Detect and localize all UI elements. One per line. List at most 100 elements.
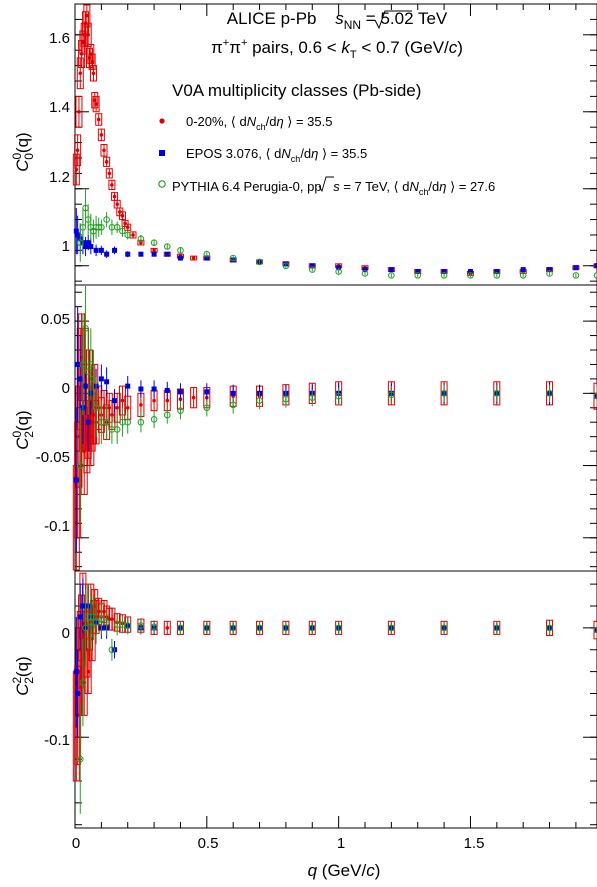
data-point <box>85 13 89 18</box>
data-point <box>73 228 79 234</box>
syst-box <box>103 156 111 167</box>
p0-ytick-label-2: 1.4 <box>49 99 70 116</box>
data-point <box>79 679 87 686</box>
data-point <box>96 117 101 122</box>
data-point <box>177 247 184 254</box>
data-point <box>125 405 130 410</box>
data-point <box>115 405 119 410</box>
syst-box <box>83 4 91 28</box>
data-point <box>125 383 131 389</box>
data-point <box>282 624 290 632</box>
data-point <box>137 418 145 426</box>
data-point <box>191 256 196 260</box>
sqrt-sign-legend <box>318 176 334 193</box>
data-point <box>547 267 553 273</box>
data-point <box>546 270 553 277</box>
data-point <box>75 232 81 238</box>
data-point <box>282 262 290 270</box>
syst-box <box>95 113 103 126</box>
data-point <box>467 272 474 279</box>
legend-entry-pythia: PYTHIA 6.4 Perugia-0, pp s = 7 TeV, ⟨ dN… <box>172 179 495 197</box>
syst-box <box>129 231 137 239</box>
data-point <box>98 223 105 231</box>
data-point <box>204 255 210 261</box>
data-point <box>75 148 80 153</box>
data-point <box>308 394 316 401</box>
data-point <box>88 244 94 250</box>
syst-box <box>89 65 97 82</box>
syst-box <box>75 95 83 128</box>
syst-box <box>97 128 105 142</box>
data-point <box>256 397 263 404</box>
data-point <box>85 240 91 246</box>
data-point <box>102 148 106 153</box>
data-point <box>73 669 79 675</box>
data-point <box>177 624 184 632</box>
data-point <box>256 258 263 266</box>
data-point <box>362 267 368 273</box>
legend-entry-epos: EPOS 3.076, ⟨ dNch/dη ⟩ = 35.5 <box>186 146 367 164</box>
data-point <box>152 248 156 253</box>
p1-ytick-label-1: -0.05 <box>36 449 70 466</box>
data-point <box>77 614 83 620</box>
data-point <box>151 251 157 257</box>
syst-box <box>108 607 116 631</box>
data-point <box>112 247 118 253</box>
data-point <box>151 386 157 392</box>
syst-box <box>92 95 100 113</box>
panel-2-marks <box>72 572 597 814</box>
data-point <box>124 418 132 426</box>
syst-box <box>78 313 86 402</box>
syst-box <box>190 387 198 409</box>
xtick-label-3: 1.5 <box>464 835 485 852</box>
data-point <box>86 32 90 37</box>
data-point <box>572 272 580 279</box>
data-point <box>93 247 99 253</box>
data-point <box>110 183 114 187</box>
data-point <box>119 227 126 235</box>
data-point <box>573 265 579 271</box>
data-point <box>90 59 94 64</box>
data-point <box>77 376 83 382</box>
data-point <box>113 223 121 231</box>
panel-0-ylabel: C00(q) <box>10 132 36 171</box>
data-point <box>415 269 421 275</box>
data-point <box>112 398 118 404</box>
data-point <box>108 646 116 654</box>
data-point <box>76 755 84 763</box>
data-point <box>98 247 104 253</box>
xtick-label-0: 0 <box>72 835 80 852</box>
legend-entry-data: 0-20%, ⟨ dNch/dη ⟩ = 35.5 <box>186 114 333 132</box>
data-point <box>150 239 158 246</box>
syst-box <box>190 255 198 261</box>
syst-box <box>88 53 96 70</box>
data-point <box>92 404 100 412</box>
data-point <box>177 407 184 414</box>
legend-title: V0A multiplicity classes (Pb-side) <box>172 81 421 100</box>
data-point <box>256 624 263 632</box>
data-point <box>112 194 117 199</box>
data-point <box>83 383 89 389</box>
data-point <box>150 416 158 423</box>
syst-box <box>91 92 99 109</box>
data-point <box>80 603 86 609</box>
data-point <box>336 265 342 271</box>
data-point <box>115 202 119 206</box>
p0-ytick-label-3: 1.6 <box>49 30 70 47</box>
data-point <box>138 386 144 392</box>
data-point <box>309 263 315 269</box>
data-point <box>191 395 196 400</box>
data-point <box>113 426 121 433</box>
legend-marker-data <box>159 118 165 124</box>
data-point <box>83 244 89 250</box>
data-point <box>165 626 170 630</box>
data-point <box>110 617 114 621</box>
p2-ytick-label-0: -0.1 <box>44 732 70 749</box>
data-point <box>335 392 342 400</box>
p0-ytick-label-1: 1.2 <box>49 169 70 186</box>
data-point <box>361 270 369 277</box>
data-point <box>204 389 210 395</box>
data-point <box>98 376 104 382</box>
data-point <box>282 395 290 403</box>
